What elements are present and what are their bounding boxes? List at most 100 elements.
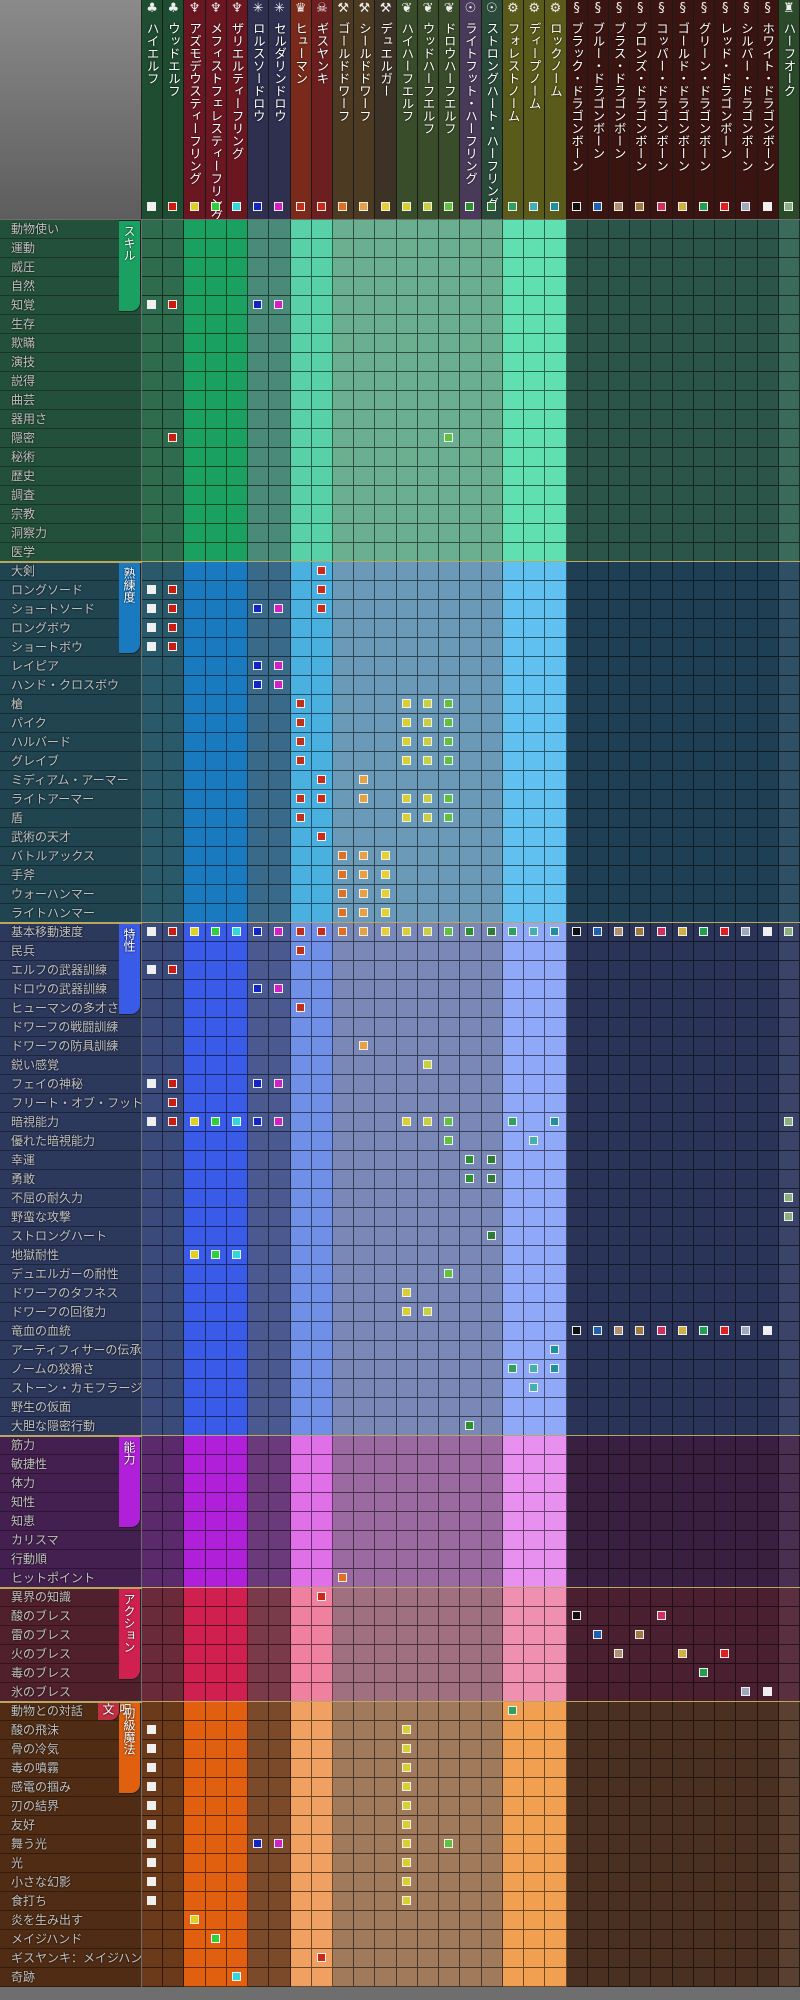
- matrix-cell: [396, 296, 418, 315]
- matrix-cell: [587, 372, 609, 391]
- matrix-cell: [778, 1341, 800, 1360]
- column-header[interactable]: ♛ ヒューマン: [290, 0, 312, 219]
- matrix-cell: [417, 885, 440, 904]
- matrix-cell: [163, 904, 185, 923]
- column-header[interactable]: ⚙ フォレストノーム: [502, 0, 525, 219]
- column-header[interactable]: § シルバー・ドラゴンボーン: [736, 0, 758, 219]
- matrix-cell: [142, 657, 164, 676]
- column-header[interactable]: ⚙ ディープノーム: [524, 0, 546, 219]
- matrix-cell: [460, 1816, 482, 1835]
- matrix-cell: [333, 1398, 355, 1417]
- column-header[interactable]: § コッパー・ドラゴンボーン: [651, 0, 673, 219]
- matrix-cell: [715, 904, 737, 923]
- matrix-cell: [417, 1379, 440, 1398]
- matrix-cell: [226, 1341, 249, 1360]
- column-header[interactable]: § ブラス・ドラゴンボーン: [608, 0, 631, 219]
- column-header[interactable]: ♣ ウッドエルフ: [163, 0, 185, 219]
- column-header[interactable]: § ホワイト・ドラゴンボーン: [757, 0, 779, 219]
- feature-marker: [401, 737, 411, 746]
- column-header[interactable]: ♆ アズモデウスティーフリング: [184, 0, 206, 219]
- matrix-cell: [396, 429, 418, 448]
- matrix-cell: [672, 1398, 694, 1417]
- matrix-cell: [630, 1360, 652, 1379]
- matrix-cell: [587, 980, 609, 999]
- column-header[interactable]: ♆ ザリエルティーフリング: [226, 0, 249, 219]
- matrix-cell: [205, 1474, 227, 1493]
- feature-marker: [316, 794, 326, 803]
- matrix-cell: [311, 1759, 334, 1778]
- matrix-cell: [460, 1721, 482, 1740]
- column-header[interactable]: ♆ メフィストフェレスティーフリング: [205, 0, 227, 219]
- column-header[interactable]: ♜ ハーフオーク: [778, 0, 800, 219]
- matrix-cell: [693, 980, 716, 999]
- matrix-cell: [163, 809, 185, 828]
- matrix-cell: [142, 1170, 164, 1189]
- matrix-cell: [439, 809, 461, 828]
- matrix-cell: [481, 1626, 503, 1645]
- column-header[interactable]: § レッド・ドラゴンボーン: [715, 0, 737, 219]
- matrix-cell: [736, 524, 758, 543]
- column-header[interactable]: ☠ ギスヤンキ: [311, 0, 334, 219]
- column-color-swatch: [316, 202, 326, 211]
- column-header[interactable]: ⚙ ロックノーム: [545, 0, 567, 219]
- matrix-cell: [311, 334, 334, 353]
- matrix-cell: [163, 1854, 185, 1873]
- matrix-cell: [184, 391, 206, 410]
- column-header[interactable]: ✳ ロルスソードロウ: [248, 0, 270, 219]
- matrix-cell: [630, 1607, 652, 1626]
- matrix-cell: [715, 1398, 737, 1417]
- matrix-cell: [226, 1474, 249, 1493]
- matrix-cell: [608, 847, 631, 866]
- column-header[interactable]: ☉ ストロングハート・ハーフリング: [481, 0, 503, 219]
- matrix-cell: [545, 1170, 567, 1189]
- column-header[interactable]: ❦ ウッドハーフエルフ: [417, 0, 440, 219]
- matrix-cell: [396, 1512, 418, 1531]
- matrix-cell: [142, 543, 164, 562]
- matrix-cell: [311, 581, 334, 600]
- matrix-cell: [460, 1645, 482, 1664]
- matrix-cell: [566, 1075, 588, 1094]
- column-header[interactable]: ☉ ライトフット・ハーフリング: [460, 0, 482, 219]
- matrix-cell: [142, 771, 164, 790]
- column-header[interactable]: ⚒ デュエルガー: [375, 0, 397, 219]
- matrix-cell: [311, 1702, 334, 1721]
- column-header[interactable]: ⚒ シールドドワーフ: [354, 0, 376, 219]
- column-header[interactable]: § ブルー・ドラゴンボーン: [587, 0, 609, 219]
- row-label: 酸の飛沫: [0, 1721, 141, 1740]
- matrix-cell: [608, 809, 631, 828]
- feature-marker: [529, 1364, 539, 1373]
- matrix-cell: [566, 1645, 588, 1664]
- column-header[interactable]: § ゴールド・ドラゴンボーン: [672, 0, 694, 219]
- column-header[interactable]: § ブラック・ドラゴンボーン: [566, 0, 588, 219]
- matrix-cell: [460, 1018, 482, 1037]
- matrix-cell: [417, 1208, 440, 1227]
- column-header[interactable]: ❦ ドロウハーフエルフ: [439, 0, 461, 219]
- column-header[interactable]: ♣ ハイエルフ: [142, 0, 164, 219]
- matrix-cell: [354, 657, 376, 676]
- matrix-cell: [608, 1588, 631, 1607]
- matrix-cell: [417, 619, 440, 638]
- matrix-cell: [311, 1626, 334, 1645]
- matrix-cell: [248, 1911, 270, 1930]
- column-header[interactable]: § ブロンズ・ドラゴンボーン: [630, 0, 652, 219]
- column-header[interactable]: ❦ ハイハーフエルフ: [396, 0, 418, 219]
- matrix-cell: [226, 372, 249, 391]
- column-header[interactable]: § グリーン・ドラゴンボーン: [693, 0, 716, 219]
- matrix-cell: [545, 1113, 567, 1132]
- matrix-cell: [205, 1816, 227, 1835]
- matrix-cell: [184, 1493, 206, 1512]
- column-header[interactable]: ✳ セルダリンドロウ: [269, 0, 291, 219]
- matrix-cell: [269, 1455, 291, 1474]
- column-name: レッド・ドラゴンボーン: [717, 22, 733, 160]
- feature-marker: [401, 718, 411, 727]
- matrix-cell: [736, 1949, 758, 1968]
- matrix-cell: [693, 1018, 716, 1037]
- matrix-cell: [269, 638, 291, 657]
- matrix-cell: [566, 1151, 588, 1170]
- matrix-cell: [587, 923, 609, 942]
- matrix-cell: [736, 1816, 758, 1835]
- column-header[interactable]: ⚒ ゴールドドワーフ: [333, 0, 355, 219]
- matrix-cell: [184, 1303, 206, 1322]
- matrix-cell: [545, 1797, 567, 1816]
- matrix-cell: [396, 923, 418, 942]
